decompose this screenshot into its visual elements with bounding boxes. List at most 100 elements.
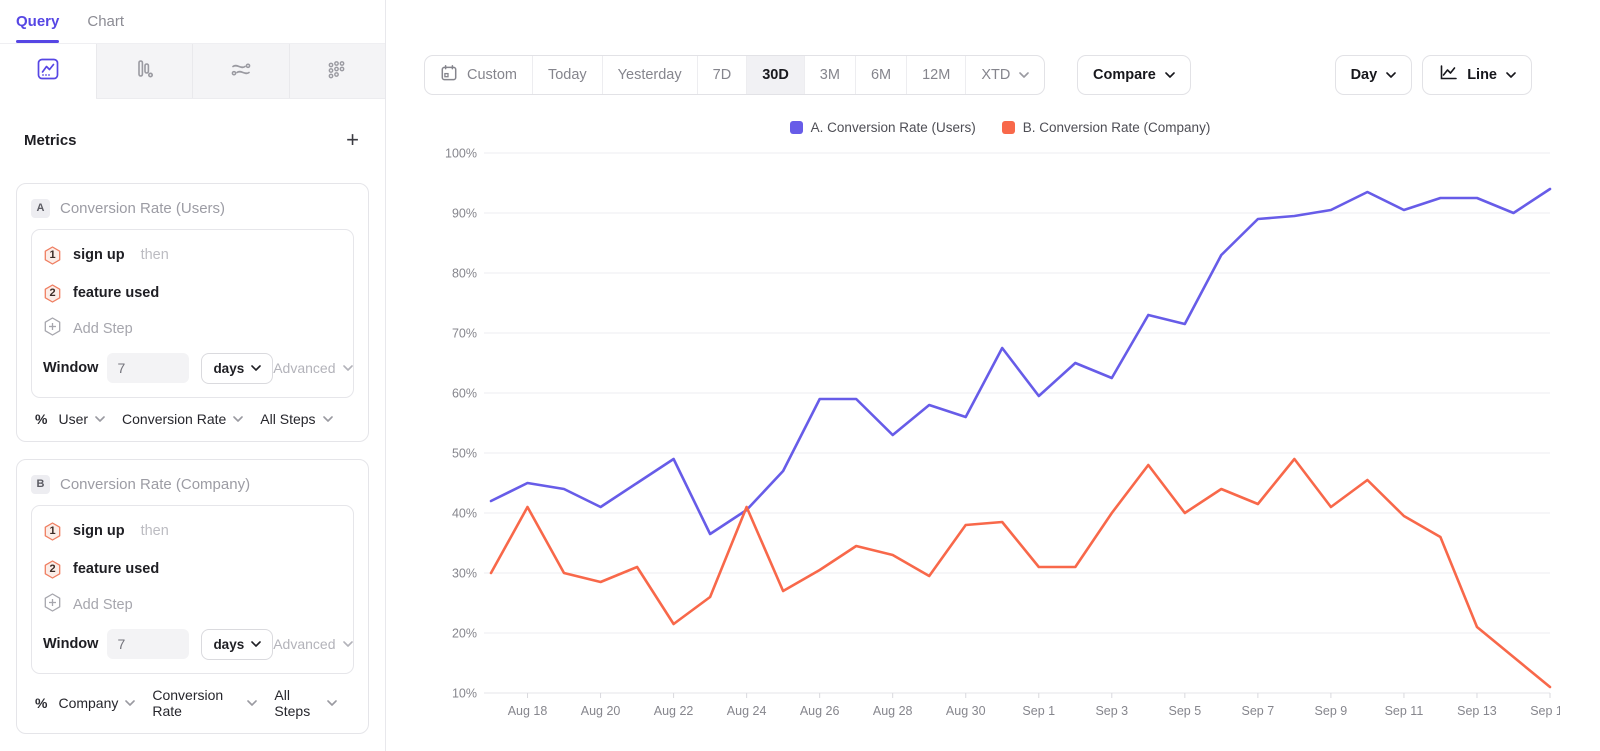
svg-text:Sep 3: Sep 3 <box>1095 704 1128 718</box>
add-metric-button[interactable]: + <box>346 127 359 152</box>
date-range-xtd[interactable]: XTD <box>965 56 1044 94</box>
steps-box-b: 1 sign up then 2 feature used Add Step W… <box>31 505 354 674</box>
date-range-12m[interactable]: 12M <box>906 56 965 94</box>
date-range-6m[interactable]: 6M <box>854 56 906 94</box>
dot-grid-icon <box>324 56 350 87</box>
breakdown-row-a: % User Conversion Rate All Steps <box>31 411 354 427</box>
svg-text:Sep 7: Sep 7 <box>1242 704 1275 718</box>
advanced-toggle[interactable]: Advanced <box>273 360 353 376</box>
tab-query[interactable]: Query <box>16 0 60 43</box>
panel-tabs: Query Chart <box>0 0 385 44</box>
percent-icon: % <box>35 695 48 711</box>
line-chart-icon <box>1438 64 1458 86</box>
chart-toolbar: Custom Today Yesterday 7D 30D 3M 6M 12M … <box>386 0 1600 110</box>
metric-card-a-header: A Conversion Rate (Users) <box>31 196 354 220</box>
svg-text:80%: 80% <box>452 267 477 281</box>
advanced-toggle[interactable]: Advanced <box>273 636 353 652</box>
svg-text:Aug 22: Aug 22 <box>654 704 694 718</box>
svg-text:Sep 15: Sep 15 <box>1530 704 1560 718</box>
step-connector: then <box>140 523 169 539</box>
window-unit-select[interactable]: days <box>201 352 274 384</box>
chart-type-select[interactable]: Line <box>1422 55 1532 95</box>
step-connector: then <box>140 247 169 263</box>
chart-type-bar-tab[interactable] <box>95 44 193 98</box>
svg-text:100%: 100% <box>445 147 477 161</box>
query-panel: Query Chart Metrics + <box>0 0 386 751</box>
add-step-button[interactable]: Add Step <box>43 312 342 346</box>
add-step-icon <box>43 593 62 617</box>
date-range-yesterday[interactable]: Yesterday <box>601 56 697 94</box>
interval-select[interactable]: Day <box>1334 55 1413 95</box>
conversion-chart: 100% 90% 80% 70% 60% 50% 40% 30% 20% 10% Aug 18 Aug… <box>440 142 1560 737</box>
metric-card-a: A Conversion Rate (Users) 1 sign up then… <box>16 183 369 442</box>
step-row[interactable]: 2 feature used <box>43 550 342 588</box>
legend-item-a[interactable]: A. Conversion Rate (Users) <box>789 120 976 135</box>
steps-scope-select[interactable]: All Steps <box>260 411 333 427</box>
metric-card-b: B Conversion Rate (Company) 1 sign up th… <box>16 459 369 734</box>
legend-item-b[interactable]: B. Conversion Rate (Company) <box>1001 120 1210 135</box>
step-event-name[interactable]: feature used <box>73 285 160 301</box>
step-event-name[interactable]: sign up <box>73 247 125 263</box>
step-row[interactable]: 2 feature used <box>43 274 342 312</box>
metrics-title: Metrics <box>24 131 77 149</box>
series-a-swatch <box>789 121 803 134</box>
chart-type-flow-tab[interactable] <box>192 44 289 98</box>
steps-box-a: 1 sign up then 2 feature used Add Step W… <box>31 229 354 398</box>
svg-text:Aug 24: Aug 24 <box>727 704 767 718</box>
step-number-badge: 1 <box>43 521 62 541</box>
add-step-icon <box>43 317 62 341</box>
svg-text:60%: 60% <box>452 387 477 401</box>
svg-text:Aug 30: Aug 30 <box>946 704 986 718</box>
chart-type-line-tab[interactable] <box>0 44 96 99</box>
window-row: Window days Advanced <box>43 624 353 664</box>
svg-text:Sep 13: Sep 13 <box>1457 704 1497 718</box>
compare-button[interactable]: Compare <box>1077 55 1191 95</box>
date-range-control: Custom Today Yesterday 7D 30D 3M 6M 12M … <box>424 55 1046 95</box>
metric-title-a[interactable]: Conversion Rate (Users) <box>60 199 226 217</box>
window-label: Window <box>43 360 99 376</box>
metric-title-b[interactable]: Conversion Rate (Company) <box>60 475 251 493</box>
steps-scope-select[interactable]: All Steps <box>274 687 337 719</box>
date-range-30d[interactable]: 30D <box>746 56 804 94</box>
line-chart-canvas: 100% 90% 80% 70% 60% 50% 40% 30% 20% 10% Aug 18 Aug… <box>445 147 1560 719</box>
window-label: Window <box>43 636 99 652</box>
entity-select[interactable]: User <box>58 411 105 427</box>
svg-text:Aug 28: Aug 28 <box>873 704 913 718</box>
chart-legend: A. Conversion Rate (Users) B. Conversion… <box>440 120 1560 135</box>
window-row: Window days Advanced <box>43 348 353 388</box>
chart-type-strip <box>0 44 385 99</box>
window-value-input[interactable] <box>107 629 190 659</box>
svg-text:Sep 9: Sep 9 <box>1315 704 1348 718</box>
line-chart-icon <box>35 56 61 87</box>
metrics-header: Metrics + <box>24 129 359 151</box>
svg-text:90%: 90% <box>452 207 477 221</box>
tab-chart[interactable]: Chart <box>87 13 125 30</box>
svg-text:30%: 30% <box>452 567 477 581</box>
step-event-name[interactable]: feature used <box>73 561 160 577</box>
breakdown-row-b: % Company Conversion Rate All Steps <box>31 687 354 719</box>
series-b-swatch <box>1001 121 1015 134</box>
svg-text:50%: 50% <box>452 447 477 461</box>
measure-select[interactable]: Conversion Rate <box>152 687 258 719</box>
window-value-input[interactable] <box>107 353 190 383</box>
date-range-3m[interactable]: 3M <box>803 56 855 94</box>
step-event-name[interactable]: sign up <box>73 523 125 539</box>
percent-icon: % <box>35 411 48 427</box>
chart-display-controls: Day Line <box>1334 55 1532 95</box>
step-row[interactable]: 1 sign up then <box>43 512 342 550</box>
add-step-button[interactable]: Add Step <box>43 588 342 622</box>
date-range-today[interactable]: Today <box>531 56 602 94</box>
svg-text:20%: 20% <box>452 627 477 641</box>
svg-text:40%: 40% <box>452 507 477 521</box>
metric-card-b-header: B Conversion Rate (Company) <box>31 472 354 496</box>
measure-select[interactable]: Conversion Rate <box>122 411 244 427</box>
entity-select[interactable]: Company <box>58 695 136 711</box>
chart-type-more-tab[interactable] <box>288 44 386 98</box>
step-row[interactable]: 1 sign up then <box>43 236 342 274</box>
svg-text:Sep 1: Sep 1 <box>1022 704 1055 718</box>
svg-text:10%: 10% <box>452 687 477 701</box>
date-range-7d[interactable]: 7D <box>696 56 747 94</box>
date-range-custom[interactable]: Custom <box>425 56 532 94</box>
window-unit-select[interactable]: days <box>201 628 274 660</box>
svg-text:Sep 11: Sep 11 <box>1385 704 1424 718</box>
